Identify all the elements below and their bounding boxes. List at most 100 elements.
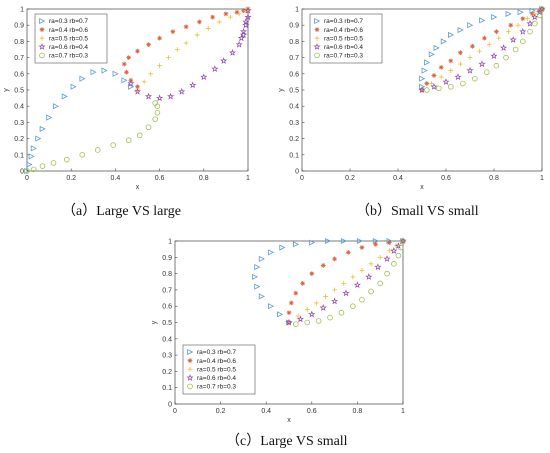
chart-c-point-s4 xyxy=(308,310,316,318)
chart-a-x-tick-label: 0 xyxy=(25,175,29,182)
chart-a-point-s1 xyxy=(30,145,37,152)
chart-b-point-s4 xyxy=(454,73,462,81)
chart-c-point-s5 xyxy=(384,270,390,277)
chart-a-x-tick-label: 0.8 xyxy=(199,175,209,182)
chart-c-point-s1 xyxy=(277,311,284,318)
chart-c-legend-marker-s1 xyxy=(187,348,194,356)
chart-c-point-s2 xyxy=(332,256,337,262)
chart-c-point-s2 xyxy=(293,290,299,296)
chart-c-y-tick-label: 0.5 xyxy=(162,320,172,327)
chart-c-y-axis-label: y xyxy=(151,320,158,324)
chart-a-point-s4 xyxy=(156,94,164,102)
chart-a-point-s2 xyxy=(210,14,216,20)
chart-c-point-s3 xyxy=(323,294,328,299)
chart-b-point-s5 xyxy=(424,87,430,93)
chart-b-x-tick-label: 0.2 xyxy=(345,175,355,182)
chart-a-point-s5 xyxy=(30,166,37,173)
chart-b-point-s4 xyxy=(509,36,517,43)
chart-a-point-s4 xyxy=(200,73,208,81)
chart-a-point-s5 xyxy=(24,168,30,174)
chart-a-point-s1 xyxy=(70,83,77,90)
chart-a-legend-marker-s4 xyxy=(38,43,46,50)
chart-a-x-tick-label: 0.4 xyxy=(111,175,121,182)
chart-b-point-s5 xyxy=(512,46,519,53)
chart-c-point-s5 xyxy=(377,280,384,287)
chart-b-point-s2 xyxy=(470,43,475,49)
chart-c-legend-marker-s5 xyxy=(187,383,193,390)
chart-a-y-tick-label: 0.8 xyxy=(14,39,24,46)
chart-a-point-s1 xyxy=(39,125,46,132)
chart-panel-a: 0 0.2 0.4 0.6 0.8 1 0 0.1 0.2 0.3 0.4 0.5 0.6 0.7 0.8 0… xyxy=(0,0,268,191)
chart-a-point-s2 xyxy=(170,29,176,35)
chart-a-point-s1 xyxy=(52,103,60,110)
chart-a-point-s2 xyxy=(124,69,129,75)
chart-b-point-s2 xyxy=(482,35,487,41)
chart-a-point-s2 xyxy=(183,24,189,30)
chart-a-point-s1 xyxy=(112,70,119,77)
chart-a-y-tick-label: 1 xyxy=(20,7,24,14)
chart-b-svg: 0 0.2 0.4 0.6 0.8 1 0 0.1 0.2 0.3 0.4 0.5 0.6 0.7 0.8 0… xyxy=(278,5,546,191)
chart-a-point-s1 xyxy=(101,67,108,74)
chart-b-point-s5 xyxy=(536,12,543,19)
chart-a-point-s2 xyxy=(135,84,140,90)
chart-c-point-s4 xyxy=(285,318,293,326)
chart-a-x-tick-label: 0.6 xyxy=(155,175,165,182)
chart-a-y-tick-label: 0.4 xyxy=(14,104,24,111)
chart-b-point-s4 xyxy=(490,52,498,60)
caption-c: （c）Large VS small xyxy=(226,434,348,449)
chart-b-point-s2 xyxy=(438,64,444,70)
chart-c-point-s3 xyxy=(304,307,310,312)
chart-b-legend-marker-s2 xyxy=(314,27,320,32)
chart-c-point-s5 xyxy=(359,296,365,303)
chart-b-point-s4 xyxy=(500,44,508,51)
chart-a-point-s5 xyxy=(152,100,158,106)
chart-c-y-tick-label: 0.4 xyxy=(162,336,172,343)
chart-c-point-s5 xyxy=(338,309,345,316)
chart-c-point-s5 xyxy=(304,319,311,326)
chart-b-point-s1 xyxy=(440,38,447,45)
chart-a-point-s5 xyxy=(125,137,132,144)
chart-a-point-s4 xyxy=(178,87,186,95)
chart-c-point-s4 xyxy=(331,297,339,305)
chart-c-svg: 0 0.2 0.4 0.6 0.8 1 0 0.1 0.2 0.3 0.4 0.5 0.6 0.7 0.8 0… xyxy=(151,237,407,424)
chart-a-point-s1 xyxy=(61,93,68,100)
chart-c-point-s5 xyxy=(368,288,374,295)
chart-b-legend-label-s3: ra=0.5 rb=0.5 xyxy=(324,35,363,42)
chart-panel-b: 0 0.2 0.4 0.6 0.8 1 0 0.1 0.2 0.3 0.4 0.5 0.6 0.7 0.8 0… xyxy=(278,0,550,191)
chart-a-point-s5 xyxy=(79,152,86,158)
chart-panel-c: 0 0.2 0.4 0.6 0.8 1 0 0.1 0.2 0.3 0.4 0.5 0.6 0.7 0.8 0… xyxy=(150,235,412,425)
chart-c-point-s2 xyxy=(309,271,315,276)
chart-a-point-s4 xyxy=(235,40,243,48)
chart-b-point-s4 xyxy=(466,66,474,74)
chart-a-point-s1 xyxy=(26,161,33,168)
chart-a-svg: 0 0.2 0.4 0.6 0.8 1 0 0.1 0.2 0.3 0.4 0.5 0.6 0.7 0.8 0… xyxy=(3,7,252,191)
chart-b-legend-marker-s1 xyxy=(314,17,321,25)
chart-b-legend-box xyxy=(309,13,383,64)
chart-c-y-tick-label: 0.3 xyxy=(162,353,172,360)
chart-a-point-s5 xyxy=(39,163,46,169)
chart-b-point-s3 xyxy=(438,74,444,80)
chart-a-point-s4 xyxy=(237,34,245,42)
chart-b-y-tick-label: 0.4 xyxy=(289,104,299,111)
chart-b-point-s2 xyxy=(520,16,526,22)
chart-b-point-s5 xyxy=(484,69,490,75)
chart-c-legend-label-s1: ra=0.3 rb=0.7 xyxy=(197,349,236,356)
chart-a-legend-label-s1: ra=0.3 rb=0.7 xyxy=(49,18,88,25)
chart-b-point-s3 xyxy=(429,81,434,86)
chart-a-point-s2 xyxy=(223,11,229,17)
chart-a-y-tick-label: 0 xyxy=(20,169,24,176)
chart-b-point-s5 xyxy=(520,38,526,45)
chart-c-x-tick-label: 0.2 xyxy=(216,408,226,415)
chart-a-point-s3 xyxy=(194,32,200,38)
chart-a-point-s3 xyxy=(236,11,242,17)
chart-c-point-s4 xyxy=(383,255,391,262)
chart-a-legend-box xyxy=(34,13,108,64)
chart-b-point-s2 xyxy=(537,8,542,14)
chart-c-point-s4 xyxy=(374,263,382,271)
chart-c-point-s1 xyxy=(267,303,275,310)
chart-c-point-s4 xyxy=(342,289,350,297)
chart-a-point-s4 xyxy=(220,57,228,64)
chart-b-y-axis-label: y xyxy=(278,88,285,92)
chart-c-x-tick-label: 1 xyxy=(401,408,405,415)
chart-c-point-s2 xyxy=(345,250,351,255)
